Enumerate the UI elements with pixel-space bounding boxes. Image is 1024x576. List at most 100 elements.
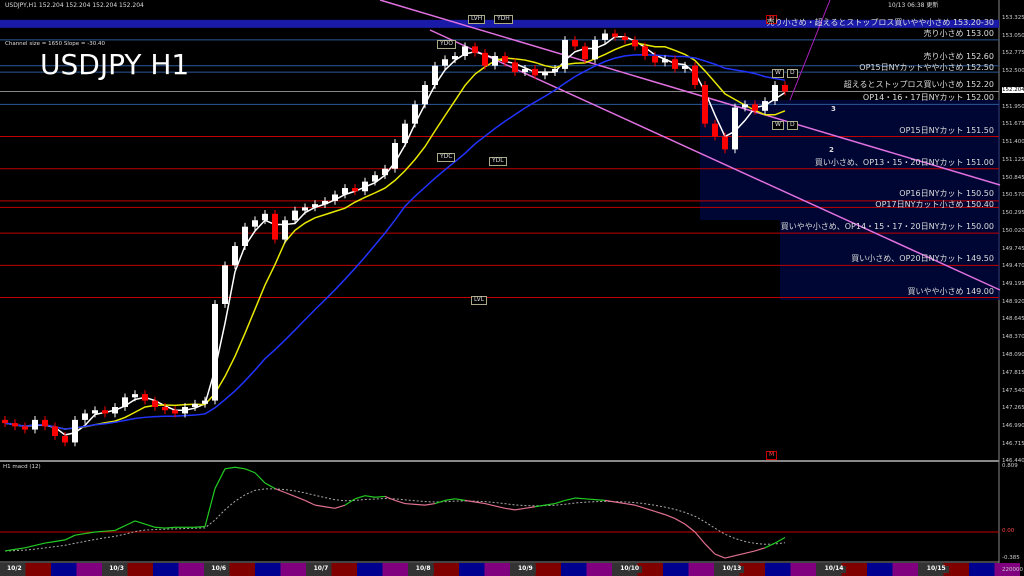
candle	[452, 56, 458, 60]
candle	[132, 394, 138, 398]
session-bar	[586, 563, 612, 576]
price-tick: 146.715	[1002, 440, 1024, 447]
macd-min-tick: -0.385	[1002, 555, 1020, 561]
price-tick: 152.775	[1002, 50, 1024, 57]
candle	[732, 107, 738, 150]
macd-segment	[404, 502, 416, 505]
level-label: 買い小さめ、OP13・15・20日NYカット 151.00	[814, 157, 994, 167]
price-tick: 148.645	[1002, 316, 1024, 323]
candle	[292, 210, 298, 221]
macd-segment	[614, 501, 626, 505]
macd-segment	[564, 497, 576, 501]
candle	[322, 200, 328, 205]
price-tick: 147.265	[1002, 405, 1024, 412]
macd-segment	[514, 507, 526, 511]
date-label: 10/7	[310, 565, 332, 573]
macd-segment	[84, 531, 96, 535]
candle	[642, 46, 648, 57]
macd-segment	[204, 488, 216, 527]
macd-segment	[534, 504, 546, 508]
session-bar	[892, 563, 918, 576]
candle	[652, 56, 658, 63]
candle	[502, 56, 508, 63]
candle	[32, 419, 38, 430]
month-marker-low: M	[766, 451, 778, 460]
price-tick: 151.675	[1002, 121, 1024, 128]
macd-segment	[454, 498, 466, 501]
price-tick: 150.570	[1002, 192, 1024, 199]
date-label: 10/3	[106, 565, 127, 573]
macd-segment	[734, 552, 746, 557]
macd-segment	[94, 530, 106, 533]
date-label: 10/15	[923, 565, 949, 573]
price-tick: 153.325	[1002, 15, 1024, 21]
candle	[352, 188, 358, 192]
candle	[102, 410, 108, 414]
macd-segment	[54, 539, 66, 543]
price-tick: 150.845	[1002, 174, 1024, 181]
ichimoku-cloud	[700, 100, 1000, 300]
candle	[552, 68, 558, 73]
level-label: 超えるとストップロス買い小さめ 152.20	[843, 80, 994, 90]
macd-segment	[104, 529, 116, 532]
candle	[92, 410, 98, 414]
candle	[302, 207, 308, 211]
candle	[742, 104, 748, 108]
macd-segment	[714, 553, 726, 559]
macd-segment	[364, 495, 376, 498]
session-bar	[331, 563, 357, 576]
macd-segment	[504, 507, 516, 511]
macd-segment	[464, 499, 476, 503]
candle	[22, 426, 28, 430]
candle	[762, 101, 768, 111]
macd-segment	[544, 502, 556, 506]
candle	[422, 85, 428, 105]
session-bar	[229, 563, 255, 576]
session-bar	[459, 563, 485, 576]
macd-segment	[34, 542, 46, 547]
macd-segment	[224, 466, 236, 470]
session-bar	[280, 563, 306, 576]
candle	[682, 65, 688, 69]
candle	[72, 419, 78, 443]
candle	[752, 104, 758, 111]
session-bar	[663, 563, 689, 576]
level-label: 買い小さめ、OP20日NYカット 149.50	[851, 254, 994, 264]
macd-segment	[724, 555, 736, 559]
candle	[702, 85, 708, 124]
macd-segment	[64, 534, 76, 541]
macd-segment	[524, 506, 536, 509]
level-label: 買いやや小さめ、OP14・15・17・20日NYカット 150.00	[780, 222, 994, 232]
candle	[522, 68, 528, 73]
candle	[782, 85, 788, 92]
candle	[622, 36, 628, 40]
session-bar	[484, 563, 510, 576]
session-bar	[739, 563, 765, 576]
macd-segment	[604, 499, 616, 503]
session-bar	[994, 563, 1020, 576]
price-tick: 149.195	[1002, 280, 1024, 287]
wave-label-3: 3	[831, 105, 836, 113]
month-marker: M	[766, 15, 778, 24]
candle	[212, 303, 218, 401]
candle	[692, 65, 698, 86]
candle	[282, 220, 288, 240]
price-tick: 153.050	[1002, 32, 1024, 39]
level-label: 売り小さめ・超えるとストップロス買いやや小さめ 153.20-30	[766, 17, 994, 27]
candle	[712, 123, 718, 137]
macd-segment	[634, 504, 646, 509]
macd-segment	[394, 499, 406, 505]
candle	[592, 39, 598, 60]
macd-segment	[774, 537, 786, 544]
candle	[2, 419, 8, 424]
candle	[492, 56, 498, 66]
macd-segment	[294, 495, 306, 501]
candle	[402, 123, 408, 143]
level-label: OP15日NYカット 151.50	[899, 125, 994, 135]
macd-segment	[434, 499, 446, 505]
macd-segment	[244, 468, 256, 474]
macd-segment	[314, 504, 326, 508]
lvl-marker: LVL	[471, 296, 488, 305]
symbol-line: USDJPY,H1 152.204 152.204 152.204 152.20…	[5, 2, 144, 9]
session-bar	[76, 563, 102, 576]
